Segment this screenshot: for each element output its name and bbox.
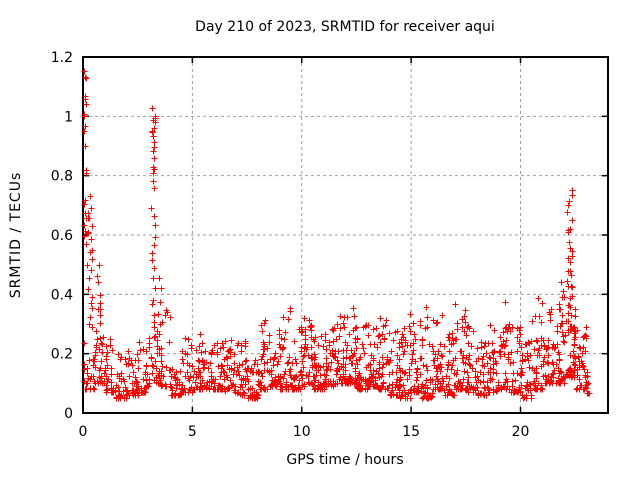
y-tick-label: 1.2 (51, 50, 73, 66)
x-tick-label: 15 (402, 424, 420, 440)
y-tick-label: 0.8 (51, 169, 73, 185)
y-tick-labels: 0 0.2 0.4 0.6 0.8 1 1.2 (51, 50, 73, 422)
x-tick-labels: 0 5 10 15 20 (79, 424, 530, 440)
y-axis-label: SRMTID / TECUs (8, 172, 24, 299)
y-tick-label: 1 (64, 109, 73, 125)
y-tick-label: 0.2 (51, 347, 73, 363)
y-tick-label: 0 (64, 406, 73, 422)
x-axis-label: GPS time / hours (286, 452, 403, 468)
x-tick-label: 10 (293, 424, 311, 440)
x-tick-label: 20 (512, 424, 530, 440)
data-points (81, 68, 593, 402)
chart-title: Day 210 of 2023, SRMTID for receiver aqu… (195, 19, 495, 35)
y-tick-label: 0.6 (51, 228, 73, 244)
x-tick-label: 0 (79, 424, 88, 440)
x-tick-label: 5 (188, 424, 197, 440)
y-tick-label: 0.4 (51, 287, 73, 303)
